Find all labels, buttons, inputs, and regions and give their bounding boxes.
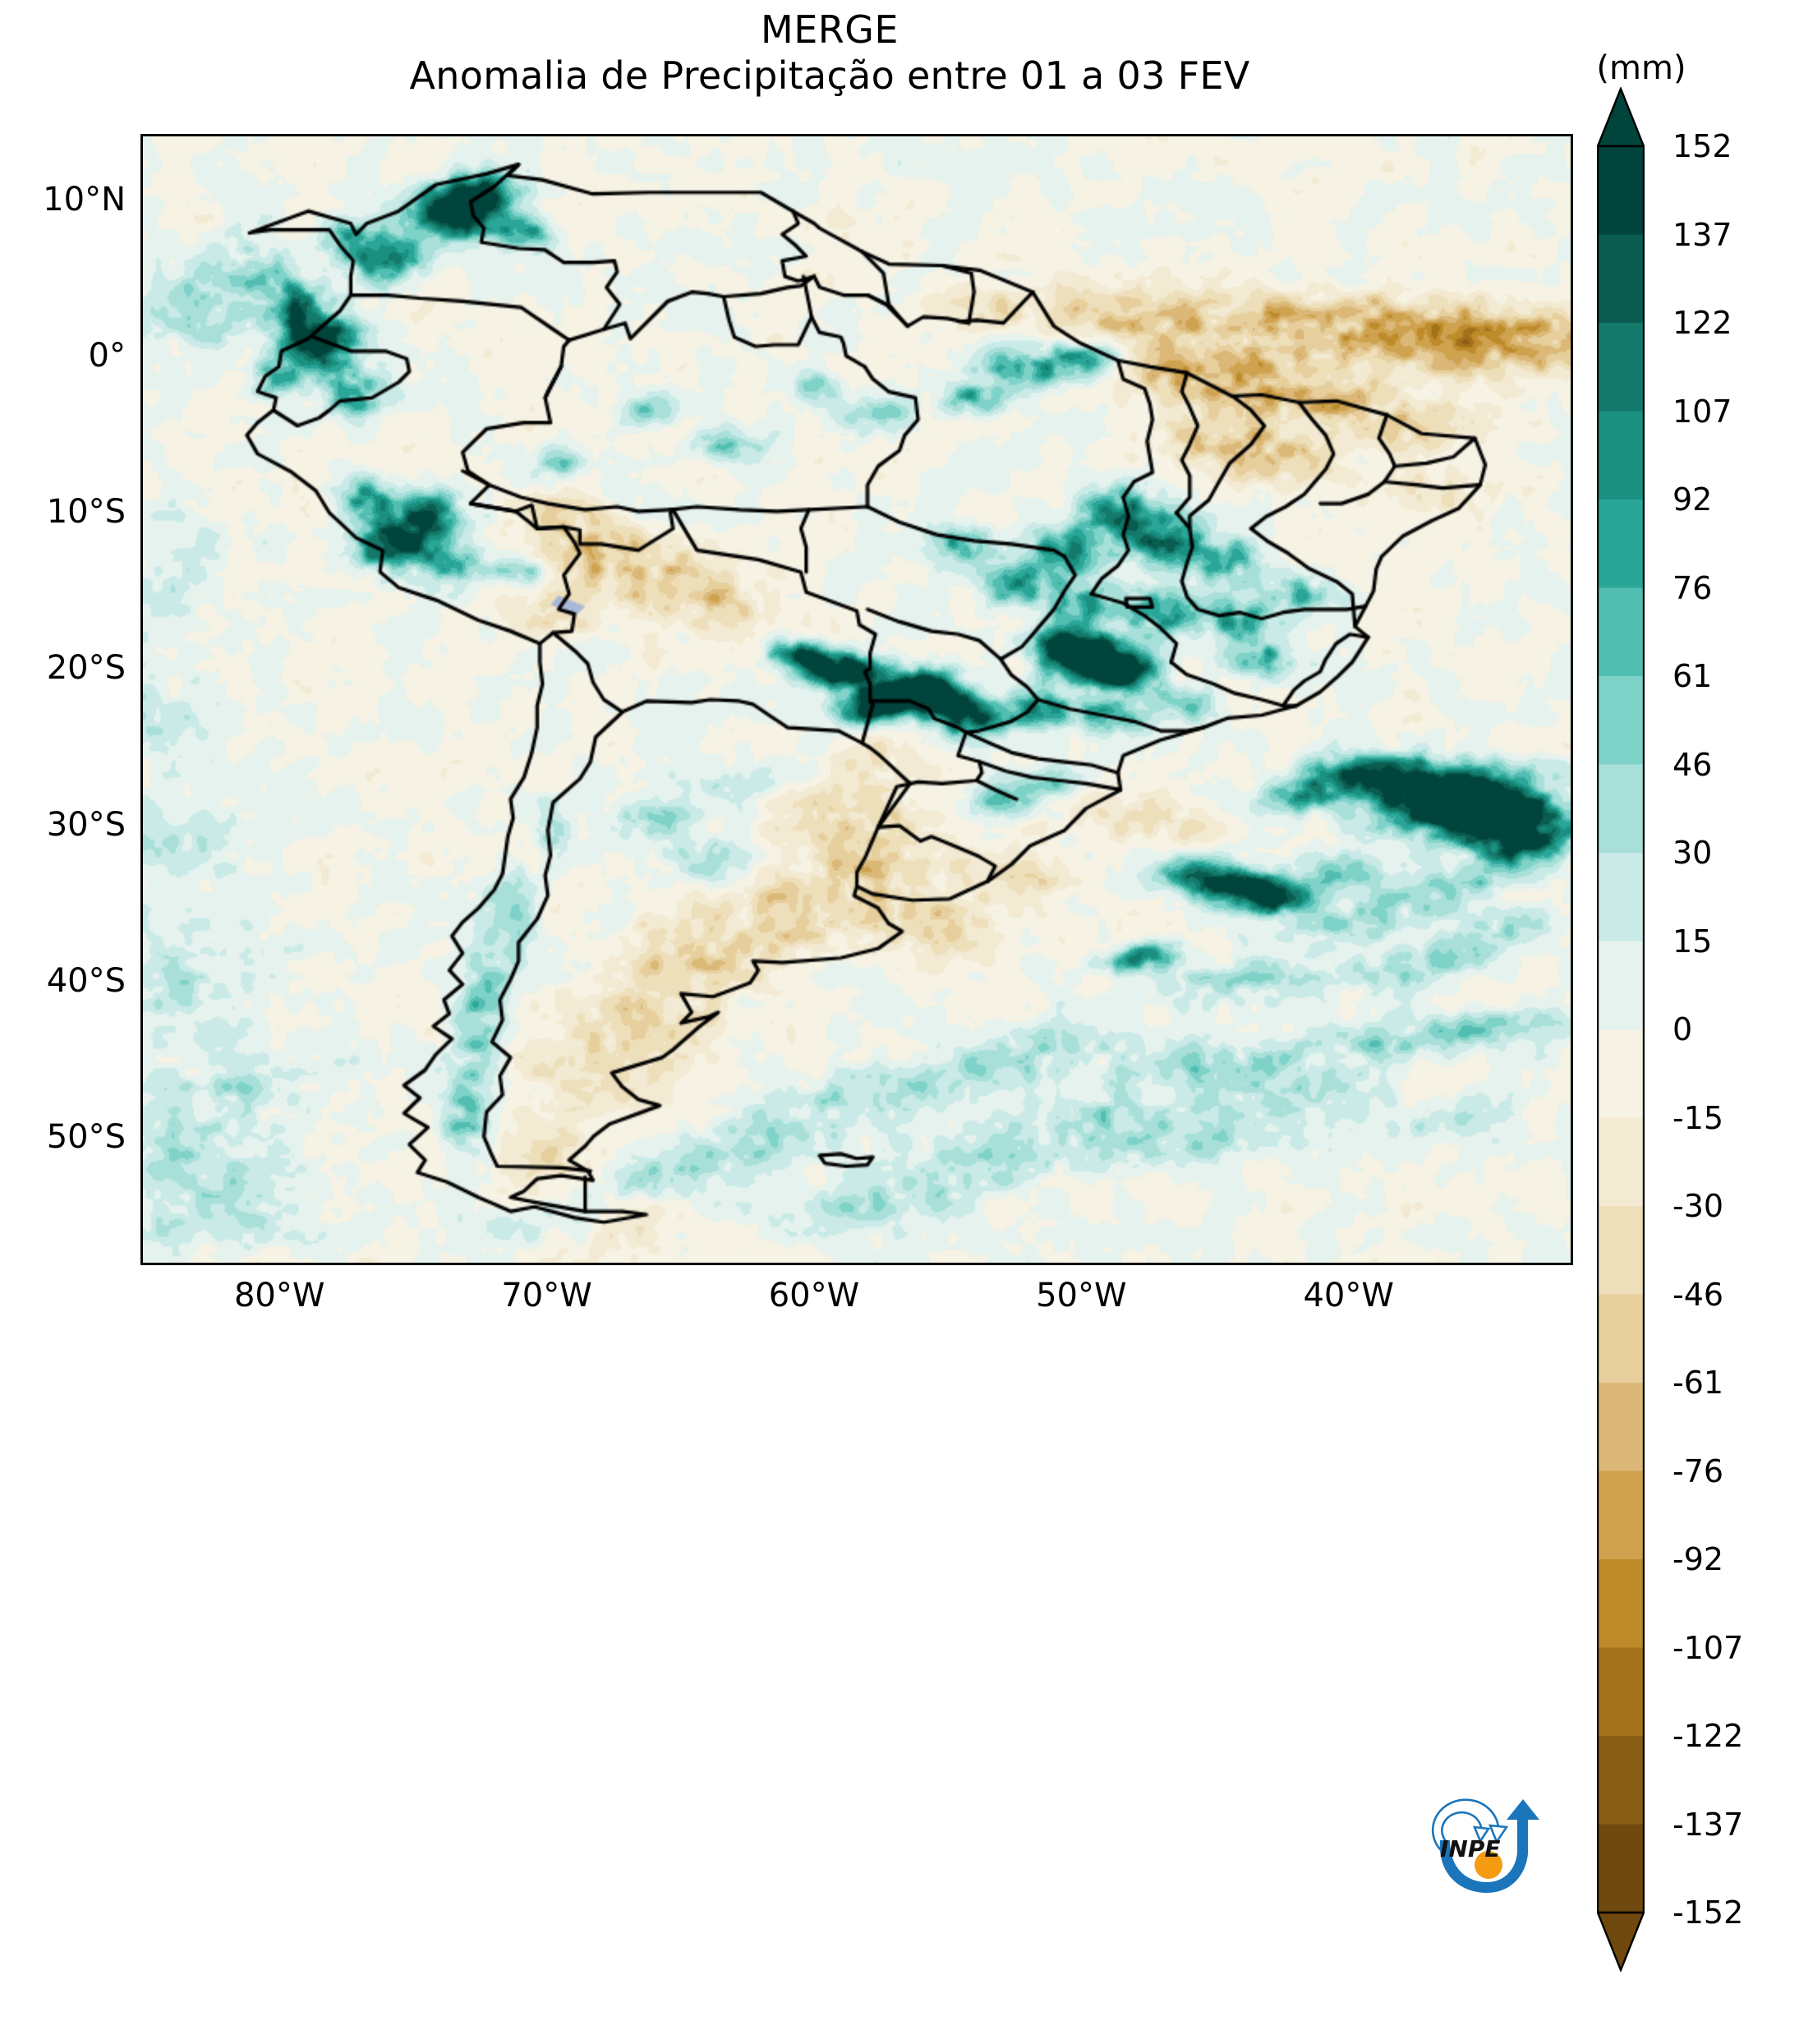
colorbar-tick-label: 107 xyxy=(1672,393,1732,430)
chart-title-primary: MERGE xyxy=(761,7,899,52)
colorbar-tick-label: -46 xyxy=(1672,1276,1724,1313)
colorbar-tick-label: -107 xyxy=(1672,1629,1744,1666)
y-axis-tick-label: 20°S xyxy=(46,649,126,688)
precipitation-anomaly-raster xyxy=(143,136,1571,1263)
colorbar-tick-label: -76 xyxy=(1672,1452,1724,1489)
y-axis-tick-label: 10°N xyxy=(43,180,126,219)
colorbar-tick-label: 137 xyxy=(1672,216,1732,253)
x-axis-tick-label: 40°W xyxy=(1303,1277,1394,1314)
chart-title-block: MERGE Anomalia de Precipitação entre 01 … xyxy=(140,7,1520,99)
colorbar-tick-label: 0 xyxy=(1672,1011,1693,1047)
colorbar-tick-label: -92 xyxy=(1672,1541,1724,1577)
colorbar-tick-label: -15 xyxy=(1672,1099,1724,1136)
colorbar-tick-label: -30 xyxy=(1672,1188,1724,1224)
colorbar-unit-label: (mm) xyxy=(1596,49,1686,87)
inpe-logo: INPE xyxy=(1401,1768,1551,1899)
colorbar-tick-label: 15 xyxy=(1672,923,1713,960)
chart-title-subtitle: Anomalia de Precipitação entre 01 a 03 F… xyxy=(409,53,1250,98)
x-axis-tick-label: 70°W xyxy=(501,1277,592,1314)
colorbar xyxy=(1597,87,1645,1972)
colorbar-tick-label: -61 xyxy=(1672,1365,1724,1401)
colorbar-tick-label: 92 xyxy=(1672,481,1713,518)
colorbar-tick-label: 61 xyxy=(1672,658,1713,694)
y-axis-tick-label: 10°S xyxy=(46,493,126,532)
colorbar-tick-label: 122 xyxy=(1672,305,1732,341)
x-axis-tick-label: 60°W xyxy=(768,1277,860,1314)
y-axis-tick-label: 50°S xyxy=(46,1118,126,1157)
y-axis-tick-label: 40°S xyxy=(46,961,126,1000)
x-axis-tick-label: 80°W xyxy=(233,1277,325,1314)
colorbar-tick-label: 30 xyxy=(1672,835,1713,871)
colorbar-tick-label: -122 xyxy=(1672,1718,1744,1754)
inpe-logo-text: INPE xyxy=(1440,1835,1501,1862)
map-plot-area xyxy=(140,134,1573,1265)
y-axis-tick-label: 0° xyxy=(88,337,126,375)
colorbar-tick-label: 76 xyxy=(1672,569,1713,606)
colorbar-tick-label: 46 xyxy=(1672,746,1713,783)
x-axis-tick-label: 50°W xyxy=(1036,1277,1127,1314)
colorbar-tick-label: -152 xyxy=(1672,1894,1744,1931)
colorbar-tick-label: 152 xyxy=(1672,128,1732,164)
colorbar-tick-label: -137 xyxy=(1672,1806,1744,1843)
inpe-logo-graphic: INPE xyxy=(1431,1798,1539,1893)
y-axis-tick-label: 30°S xyxy=(46,805,126,844)
